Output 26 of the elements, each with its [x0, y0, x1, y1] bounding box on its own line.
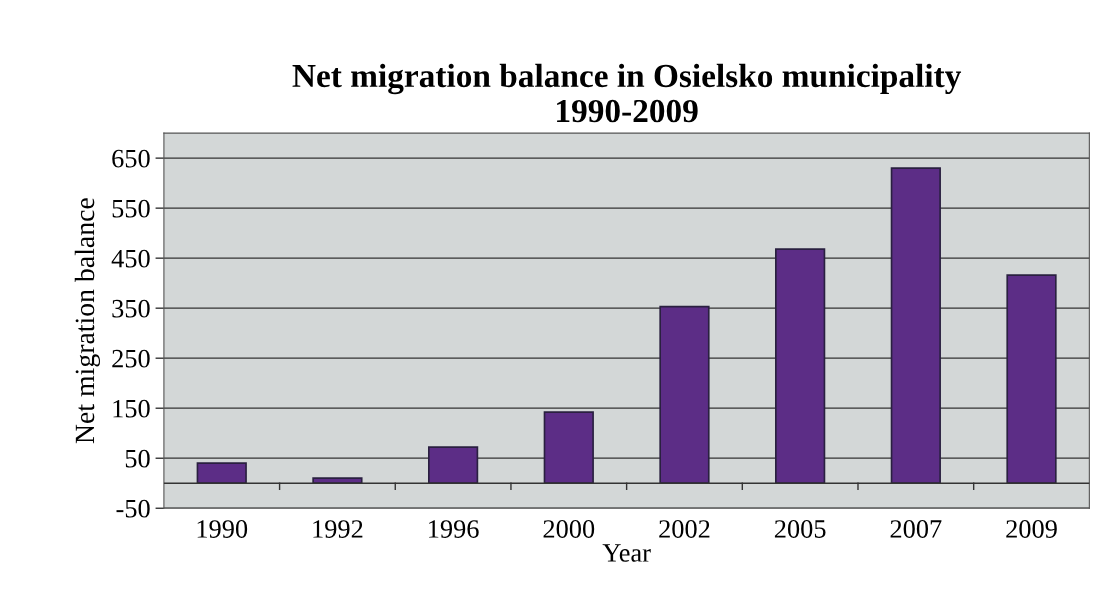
x-tick-label: 1992 [313, 520, 363, 538]
chart-title: Net migration balance in Osielsko municipality 1990-2009 [292, 63, 962, 123]
y-tick-label: 550 [112, 199, 150, 218]
y-tick-label: 250 [112, 349, 150, 368]
x-tick-label: 2009 [1006, 520, 1057, 538]
x-tick-label: 2007 [890, 520, 942, 538]
y-axis-title: Net migration balance [74, 198, 101, 444]
y-tick-label: -50 [116, 499, 150, 518]
x-axis-title: Year [602, 544, 651, 562]
y-tick-label: 650 [112, 149, 150, 168]
bar [196, 462, 247, 485]
x-tick-label: 1996 [429, 520, 479, 538]
bar [1006, 274, 1057, 485]
bar [890, 167, 941, 485]
bar [659, 305, 710, 485]
x-tick-label: 2005 [774, 520, 826, 538]
bar [775, 248, 826, 485]
y-tick-label: 350 [112, 299, 150, 318]
x-tick-label: 2002 [659, 520, 710, 538]
x-tick-label: 1990 [197, 520, 248, 538]
y-tick-label: 50 [125, 449, 150, 468]
bar [427, 446, 479, 485]
bar [543, 411, 594, 485]
x-tick-label: 2000 [543, 520, 595, 538]
y-tick-label: 450 [111, 249, 150, 268]
y-tick-label: 150 [113, 399, 150, 418]
